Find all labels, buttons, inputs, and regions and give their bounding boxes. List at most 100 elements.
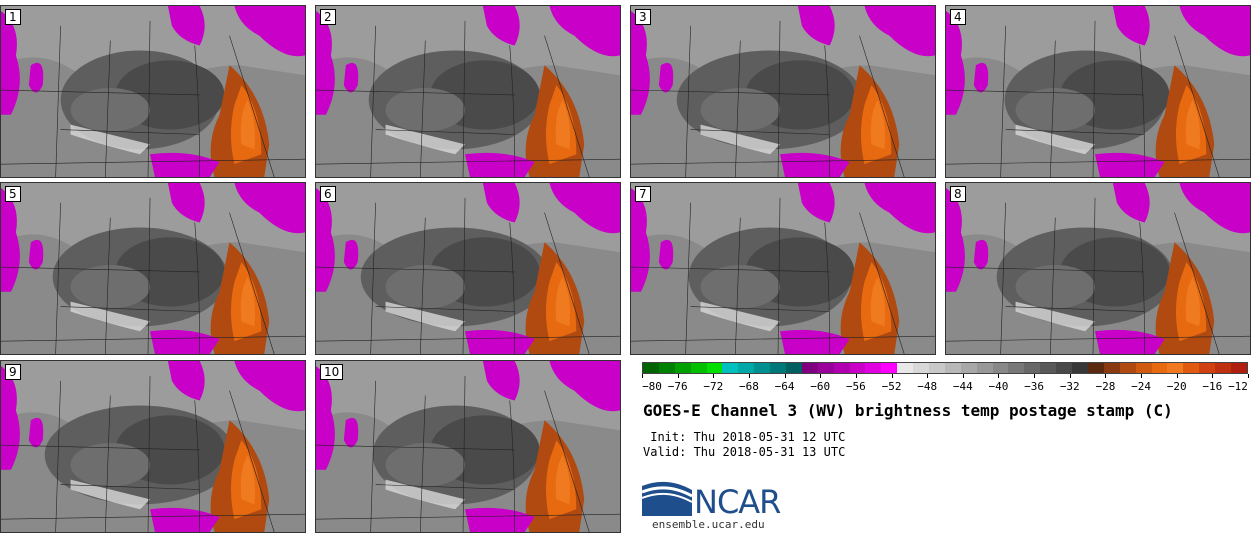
chart-title: GOES-E Channel 3 (WV) brightness temp po… xyxy=(643,401,1173,420)
init-time: Init: Thu 2018-05-31 12 UTC xyxy=(643,430,846,444)
colorbar-tick-label: −44 xyxy=(952,380,973,393)
colorbar-cell xyxy=(817,363,834,373)
colorbar-tick xyxy=(642,374,643,378)
colorbar-tick-label: −64 xyxy=(774,380,795,393)
colorbar-tick-label: −20 xyxy=(1166,380,1187,393)
wv-map xyxy=(946,6,1250,177)
colorbar-cell xyxy=(1230,363,1247,373)
colorbar-cell xyxy=(992,363,1009,373)
colorbar-cell xyxy=(1056,363,1073,373)
member-number: 4 xyxy=(950,9,966,25)
colorbar-tick xyxy=(1034,374,1036,378)
colorbar-cell xyxy=(881,363,898,373)
colorbar-cell xyxy=(1072,363,1088,373)
colorbar-cell xyxy=(1135,363,1152,373)
colorbar-tick-label: −36 xyxy=(1024,380,1045,393)
member-number: 5 xyxy=(5,186,21,202)
valid-time: Valid: Thu 2018-05-31 13 UTC xyxy=(643,445,846,459)
colorbar-cell xyxy=(849,363,866,373)
colorbar-cell xyxy=(658,363,675,373)
member-panel-8: 8 xyxy=(945,182,1251,355)
colorbar-tick xyxy=(927,374,929,378)
colorbar-tick-label: −48 xyxy=(917,380,938,393)
member-panel-4: 4 xyxy=(945,5,1251,178)
colorbar-cell xyxy=(754,363,771,373)
colorbar-cell xyxy=(1215,363,1231,373)
colorbar-tick xyxy=(891,374,893,378)
wv-map xyxy=(631,183,935,354)
member-panel-6: 6 xyxy=(315,182,621,355)
colorbar-tick-label: −68 xyxy=(739,380,759,393)
member-number: 9 xyxy=(5,364,21,380)
colorbar xyxy=(642,362,1248,374)
member-number: 1 xyxy=(5,9,21,25)
colorbar-cell xyxy=(833,363,850,373)
colorbar-cell xyxy=(913,363,930,373)
wv-map xyxy=(1,183,305,354)
member-panel-10: 10 xyxy=(315,360,621,533)
colorbar-cell xyxy=(1103,363,1120,373)
colorbar-tick-label: −28 xyxy=(1095,380,1116,393)
colorbar-tick-label: −40 xyxy=(988,380,1009,393)
colorbar-cell xyxy=(1119,363,1136,373)
colorbar-tick xyxy=(1248,374,1249,378)
colorbar-tick xyxy=(677,374,679,378)
colorbar-cell xyxy=(722,363,739,373)
colorbar-cell xyxy=(674,363,691,373)
colorbar-cell xyxy=(976,363,993,373)
colorbar-tick xyxy=(1069,374,1071,378)
colorbar-tick xyxy=(1105,374,1107,378)
member-panel-1: 1 xyxy=(0,5,306,178)
colorbar-tick-label: −72 xyxy=(703,380,724,393)
ncar-logo-text: NCAR xyxy=(694,483,781,521)
colorbar-cell xyxy=(1151,363,1168,373)
colorbar-cell xyxy=(897,363,914,373)
wv-map xyxy=(631,6,935,177)
colorbar-cell xyxy=(1040,363,1057,373)
member-panel-9: 9 xyxy=(0,360,306,533)
colorbar-tick xyxy=(748,374,750,378)
colorbar-tick xyxy=(962,374,964,378)
colorbar-tick-label: −24 xyxy=(1131,380,1151,393)
ncar-logo xyxy=(642,481,693,516)
colorbar-cell xyxy=(706,363,723,373)
colorbar-tick-label: −80 xyxy=(642,380,662,393)
colorbar-tick-label: −12 xyxy=(1228,380,1248,393)
colorbar-tick xyxy=(1212,374,1214,378)
wv-map xyxy=(946,183,1250,354)
colorbar-tick xyxy=(1141,374,1143,378)
colorbar-cell xyxy=(944,363,961,373)
colorbar-tick xyxy=(855,374,857,378)
member-number: 2 xyxy=(320,9,336,25)
colorbar-tick xyxy=(998,374,1000,378)
colorbar-tick-label: −52 xyxy=(881,380,902,393)
colorbar-cell xyxy=(690,363,707,373)
colorbar-tick-label: −56 xyxy=(845,380,866,393)
member-number: 7 xyxy=(635,186,651,202)
colorbar-cell xyxy=(1024,363,1041,373)
ensemble-url: ensemble.ucar.edu xyxy=(652,518,765,531)
member-panel-7: 7 xyxy=(630,182,936,355)
colorbar-cell xyxy=(1087,363,1104,373)
member-panel-2: 2 xyxy=(315,5,621,178)
wv-map xyxy=(316,6,620,177)
colorbar-tick xyxy=(820,374,822,378)
colorbar-cell xyxy=(1167,363,1184,373)
colorbar-cell xyxy=(770,363,787,373)
colorbar-tick-label: −60 xyxy=(810,380,831,393)
member-panel-3: 3 xyxy=(630,5,936,178)
colorbar-cell xyxy=(786,363,802,373)
colorbar-cell xyxy=(801,363,818,373)
colorbar-cell xyxy=(960,363,977,373)
colorbar-tick xyxy=(1176,374,1178,378)
colorbar-ticks: −80 −76 −72 −68 −64 −60 −56 −52 −48 −44 −40 −36 −32 −… xyxy=(642,374,1249,394)
colorbar-tick-label: −32 xyxy=(1059,380,1080,393)
member-number: 6 xyxy=(320,186,336,202)
colorbar-cell xyxy=(643,363,659,373)
wv-map xyxy=(1,361,305,532)
colorbar-cell xyxy=(929,363,945,373)
colorbar-tick xyxy=(713,374,715,378)
colorbar-tick-label: −76 xyxy=(667,380,688,393)
colorbar-cell xyxy=(1008,363,1025,373)
wv-map xyxy=(316,361,620,532)
